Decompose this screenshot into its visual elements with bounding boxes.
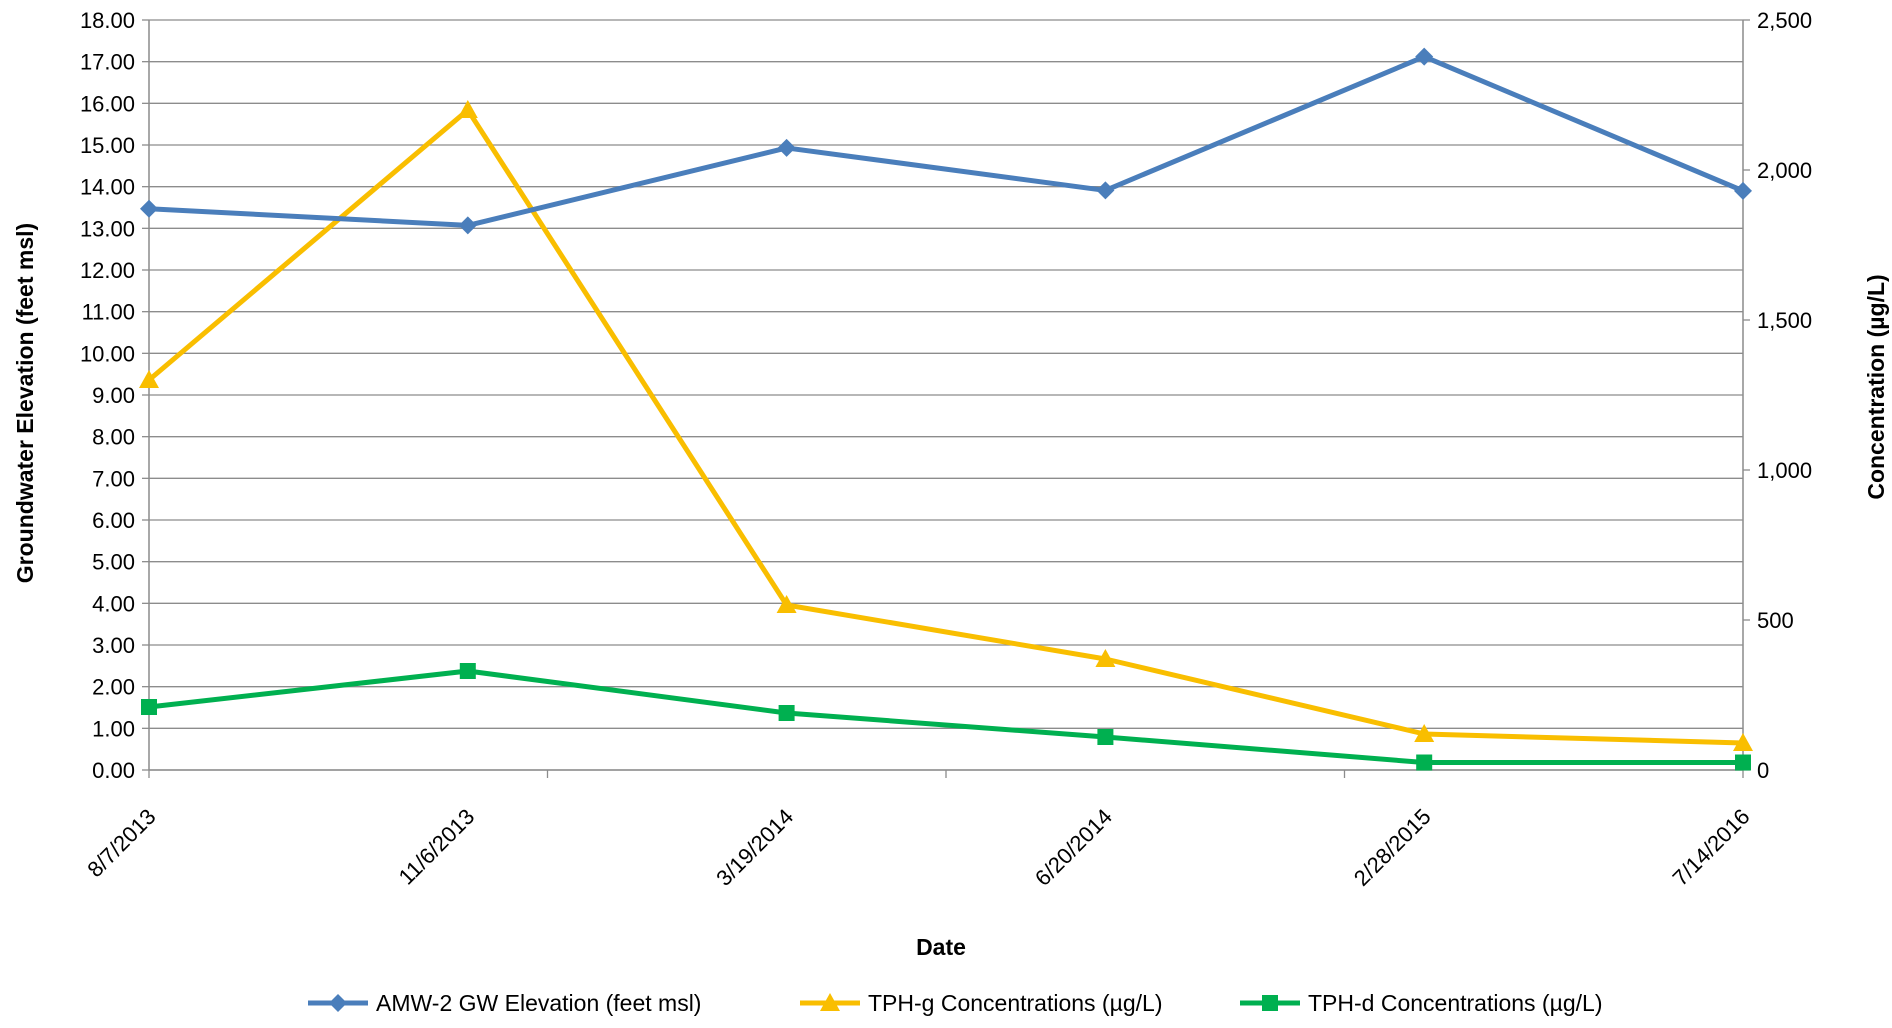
data-point-diamond [777, 138, 796, 157]
legend-item-tph-g [800, 993, 860, 1011]
x-category-label: 7/14/2016 [1668, 804, 1755, 891]
left-y-tick-label: 16.00 [80, 91, 135, 116]
left-y-tick-label: 15.00 [80, 133, 135, 158]
data-point-square [1735, 754, 1751, 771]
left-y-tick-label: 17.00 [80, 50, 135, 75]
data-point-triangle [1733, 733, 1753, 751]
data-series [139, 47, 1753, 771]
data-point-square [141, 699, 157, 715]
data-point-square [1262, 995, 1278, 1011]
axes [142, 19, 1750, 778]
data-point-diamond [1096, 181, 1115, 200]
left-y-axis-title: Groundwater Elevation (feet msl) [12, 223, 38, 583]
legend-label-amw2-elevation: AMW-2 GW Elevation (feet msl) [376, 990, 701, 1016]
left-y-tick-label: 8.00 [92, 425, 135, 450]
left-y-tick-label: 7.00 [92, 466, 135, 491]
data-point-diamond [140, 199, 158, 218]
data-point-triangle [457, 100, 478, 118]
left-y-tick-label: 14.00 [80, 175, 135, 200]
data-point-diamond [1415, 47, 1434, 66]
series-2 [141, 663, 1751, 771]
tick-labels: 0.00 1.00 2.00 3.00 4.00 5.00 6.00 7.00 8.00 9.00… [80, 8, 1812, 891]
x-axis-title: Date [916, 934, 966, 960]
series-line [147, 107, 1744, 746]
legend: AMW-2 GW Elevation (feet msl) TPH-g Conc… [308, 990, 1602, 1016]
left-y-tick-label: 1.00 [92, 716, 135, 741]
left-y-tick-label: 3.00 [92, 633, 135, 658]
x-category-label: 2/28/2015 [1349, 804, 1436, 891]
data-point-square [778, 705, 795, 721]
left-y-tick-label: 12.00 [80, 258, 135, 283]
left-y-tick-label: 6.00 [92, 508, 135, 533]
data-point-triangle [139, 370, 159, 388]
left-y-tick-label: 10.00 [80, 341, 135, 366]
left-y-tick-label: 13.00 [80, 216, 135, 241]
left-y-tick-label: 2.00 [92, 675, 135, 700]
right-y-tick-label: 1,500 [1757, 308, 1812, 333]
data-point-square [459, 663, 476, 679]
gridlines [149, 19, 1743, 771]
legend-label-tph-d: TPH-d Concentrations (µg/L) [1308, 990, 1602, 1016]
legend-label-tph-g: TPH-g Concentrations (µg/L) [868, 990, 1162, 1016]
left-y-tick-label: 0.00 [92, 758, 135, 783]
right-y-tick-label: 500 [1757, 608, 1794, 633]
data-point-triangle [820, 993, 840, 1011]
right-y-tick-label: 2,500 [1757, 8, 1812, 33]
legend-item-amw2-elevation [308, 994, 368, 1012]
left-y-tick-label: 4.00 [92, 591, 135, 616]
series-1 [139, 100, 1753, 751]
data-point-triangle [776, 595, 797, 613]
legend-item-tph-d [1240, 995, 1300, 1011]
right-y-tick-label: 2,000 [1757, 158, 1812, 183]
data-point-diamond [329, 994, 347, 1012]
left-y-tick-label: 11.00 [82, 300, 135, 325]
data-point-diamond [1734, 181, 1752, 200]
data-point-square [1097, 729, 1114, 745]
x-category-label: 3/19/2014 [711, 804, 798, 891]
series-0 [140, 47, 1752, 235]
right-y-tick-label: 1,000 [1757, 458, 1812, 483]
left-y-tick-label: 18.00 [80, 8, 135, 33]
x-category-label: 8/7/2013 [82, 804, 160, 882]
x-category-label: 11/6/2013 [394, 804, 480, 890]
data-point-square [1416, 754, 1433, 771]
left-y-tick-label: 5.00 [92, 550, 135, 575]
series-line [148, 54, 1744, 228]
right-y-tick-label: 0 [1757, 758, 1769, 783]
left-y-tick-label: 9.00 [92, 383, 135, 408]
data-point-triangle [1095, 649, 1116, 667]
data-point-triangle [1414, 724, 1435, 742]
series-line [148, 668, 1743, 765]
x-category-label: 6/20/2014 [1030, 804, 1117, 891]
data-point-diamond [458, 216, 477, 235]
right-y-axis-title: Concentration (µg/L) [1863, 274, 1889, 499]
